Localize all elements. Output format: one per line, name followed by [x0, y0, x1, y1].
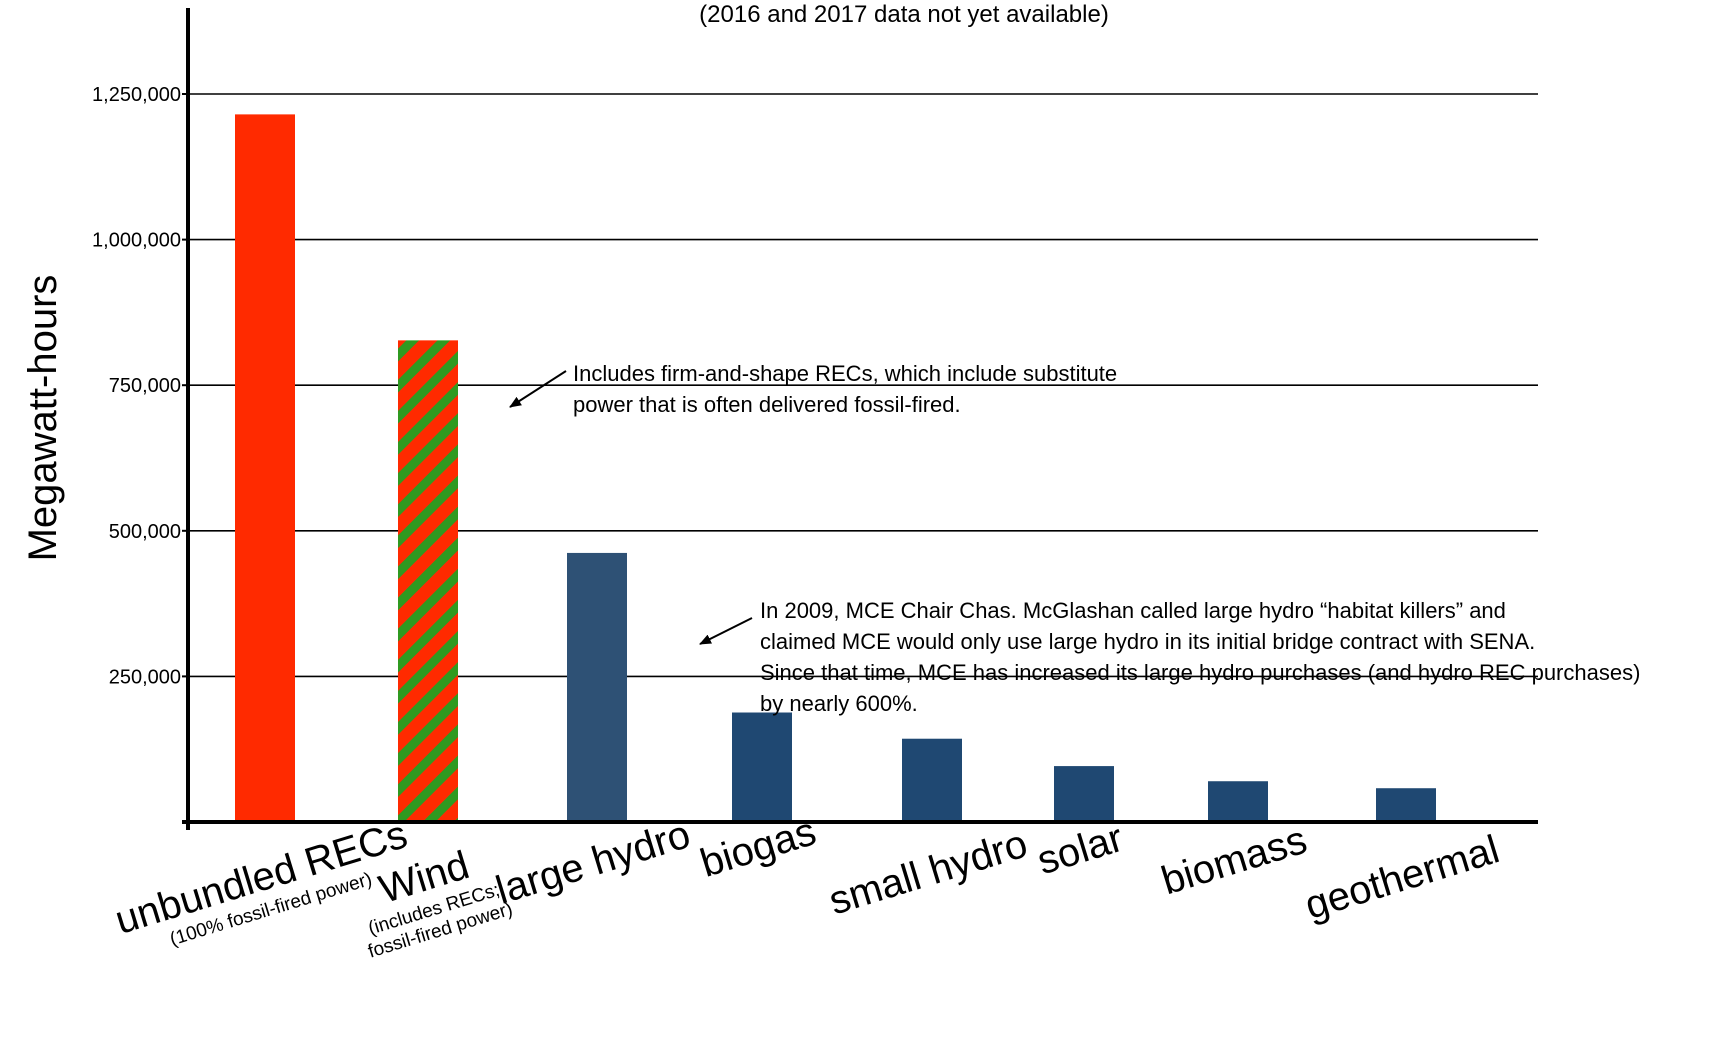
category-name-solar: solar	[1032, 816, 1128, 883]
bar-unbundled-recs	[235, 114, 295, 822]
category-labels: unbundled RECs(100% fossil-fired power) W…	[110, 809, 1504, 962]
y-axis-label: Megawatt-hours	[21, 275, 65, 562]
bar-biogas	[732, 712, 792, 822]
annotation-line-large-hydro-1: claimed MCE would only use large hydro i…	[760, 629, 1535, 654]
y-tick-label-750000: 750,000	[109, 375, 181, 397]
annotation-line-large-hydro-0: In 2009, MCE Chair Chas. McGlashan calle…	[760, 598, 1506, 623]
annotation-line-wind-0: Includes firm-and-shape RECs, which incl…	[573, 361, 1117, 386]
annotation-line-large-hydro-3: by nearly 600%.	[760, 691, 918, 716]
annotations: Includes firm-and-shape RECs, which incl…	[509, 361, 1640, 716]
annotation-large-hydro: In 2009, MCE Chair Chas. McGlashan calle…	[699, 598, 1640, 716]
y-tick-label-1250000: 1,250,000	[92, 84, 181, 106]
y-axis-ticks: 250,000 500,000 750,000 1,000,000 1,250,000	[92, 84, 188, 688]
chart-subtitle: (2016 and 2017 data not yet available)	[699, 1, 1109, 28]
annotation-wind: Includes firm-and-shape RECs, which incl…	[509, 361, 1117, 417]
category-label-biomass: biomass	[1157, 818, 1312, 904]
category-label-small-hydro: small hydro	[824, 822, 1032, 924]
category-label-geothermal: geothermal	[1300, 827, 1504, 928]
category-name-small-hydro: small hydro	[824, 822, 1032, 924]
category-name-geothermal: geothermal	[1300, 827, 1504, 928]
bar-large-hydro	[567, 552, 627, 822]
category-name-large-hydro: large hydro	[491, 812, 695, 913]
annotation-line-wind-1: power that is often delivered fossil-fir…	[573, 392, 961, 417]
annotation-arrow-large-hydro	[699, 617, 753, 645]
bars	[235, 114, 1436, 822]
y-tick-label-250000: 250,000	[109, 666, 181, 688]
y-tick-label-500000: 500,000	[109, 521, 181, 543]
bar-solar	[1054, 766, 1114, 822]
annotation-arrow-wind	[509, 370, 567, 408]
annotation-line-large-hydro-2: Since that time, MCE has increased its l…	[760, 660, 1640, 685]
bar-small-hydro	[902, 738, 962, 822]
bar-biomass	[1208, 781, 1268, 822]
y-tick-label-1000000: 1,000,000	[92, 230, 181, 252]
bar-geothermal	[1376, 788, 1436, 822]
category-name-biomass: biomass	[1157, 818, 1312, 904]
category-label-solar: solar	[1032, 816, 1128, 883]
category-label-large-hydro: large hydro	[491, 812, 695, 913]
bar-wind	[398, 340, 458, 822]
